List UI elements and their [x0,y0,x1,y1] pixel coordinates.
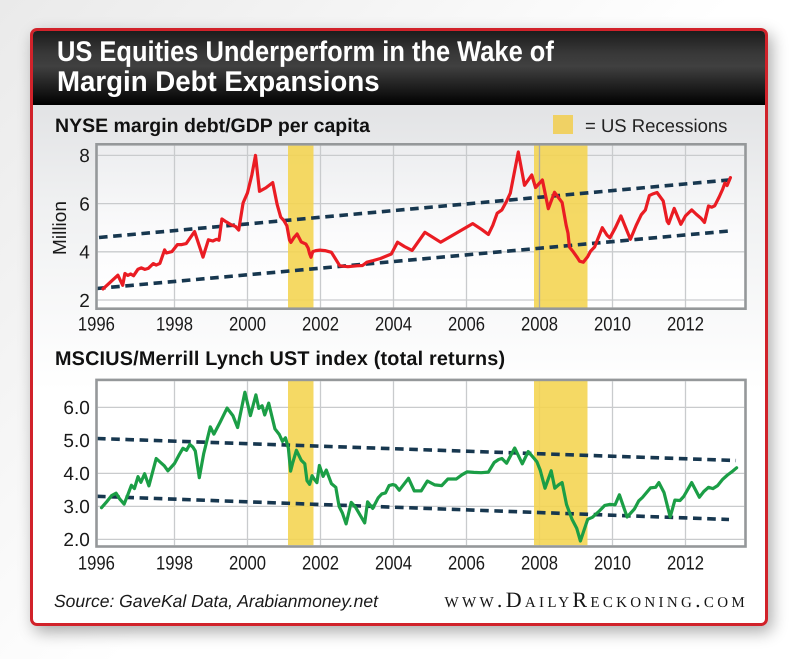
svg-text:2012: 2012 [667,313,704,335]
svg-text:2008: 2008 [521,553,558,575]
svg-text:1998: 1998 [156,553,193,575]
svg-text:3.0: 3.0 [63,497,89,518]
svg-text:4: 4 [79,243,90,264]
svg-text:2010: 2010 [594,313,631,335]
svg-text:Million: Million [50,201,71,255]
svg-text:2012: 2012 [667,553,704,575]
svg-text:2010: 2010 [594,553,631,575]
svg-text:1996: 1996 [78,553,115,575]
svg-text:6: 6 [79,194,90,215]
svg-text:2008: 2008 [521,313,558,335]
svg-text:2.0: 2.0 [63,530,89,551]
svg-text:2004: 2004 [375,313,412,335]
svg-text:2006: 2006 [448,553,485,575]
svg-text:2000: 2000 [229,313,266,335]
svg-text:6.0: 6.0 [63,398,89,419]
svg-text:2002: 2002 [302,313,339,335]
svg-text:2006: 2006 [448,313,485,335]
svg-text:8: 8 [79,146,90,167]
svg-text:1998: 1998 [156,313,193,335]
svg-text:1996: 1996 [78,313,115,335]
svg-text:5.0: 5.0 [63,431,89,452]
svg-text:2004: 2004 [375,553,412,575]
svg-text:2: 2 [79,291,90,312]
svg-text:2000: 2000 [229,553,266,575]
svg-text:2002: 2002 [302,553,339,575]
svg-text:4.0: 4.0 [63,464,89,485]
